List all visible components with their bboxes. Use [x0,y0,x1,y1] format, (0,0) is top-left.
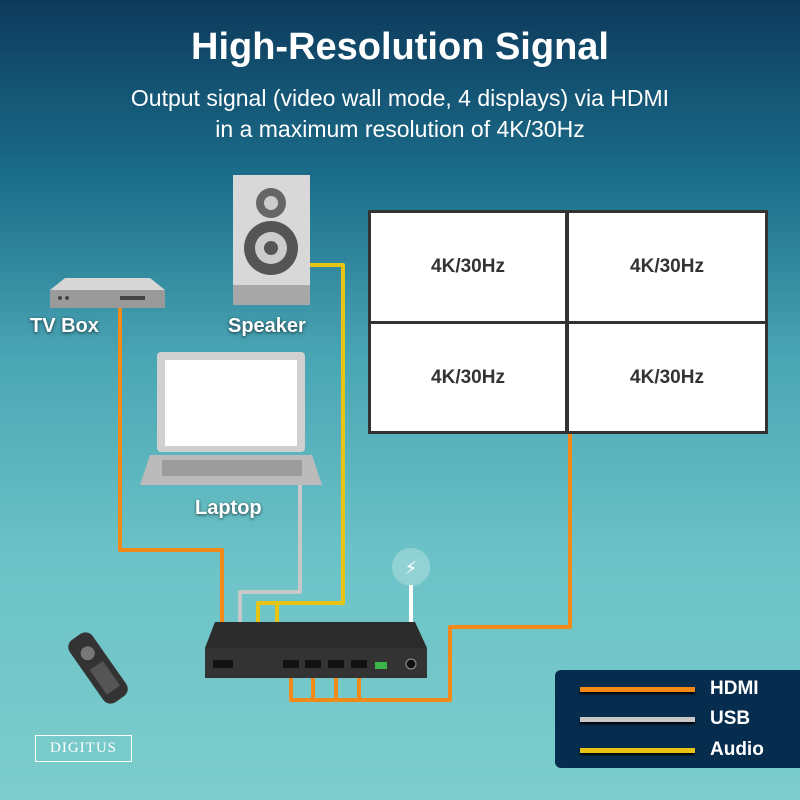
legend-audio: Audio [710,739,764,760]
usb-swatch [580,716,695,722]
remote-control-icon [68,632,128,704]
display-panel: 4K/30Hz [368,210,568,324]
laptop-icon [140,352,322,485]
page-title: High-Resolution Signal [191,26,609,68]
hdmi-cable-tvbox [118,305,224,662]
power-icon: ⚡ [392,548,430,586]
subtitle-line-1: Output signal (video wall mode, 4 displa… [130,85,670,111]
hdmi-output-cables [289,432,572,702]
audio-swatch [580,747,695,753]
laptop-label: Laptop [195,497,262,519]
display-panel: 4K/30Hz [566,321,768,434]
tv-box-label: TV Box [30,315,99,337]
legend-hdmi: HDMI [710,678,759,699]
digitus-logo: DIGITUS [35,735,132,762]
legend: HDMI USB Audio [555,670,800,768]
subtitle-line-2: in a maximum resolution of 4K/30Hz [215,116,585,142]
speaker-icon [233,175,310,305]
display-panel: 4K/30Hz [566,210,768,324]
audio-cable-speaker [275,263,345,655]
legend-usb: USB [710,708,751,729]
tv-box-icon [50,278,165,308]
video-switcher-icon [205,622,427,678]
display-panel: 4K/30Hz [368,321,568,434]
speaker-label: Speaker [228,315,306,337]
svg-text:⚡: ⚡ [405,558,418,579]
hdmi-swatch [580,686,695,692]
